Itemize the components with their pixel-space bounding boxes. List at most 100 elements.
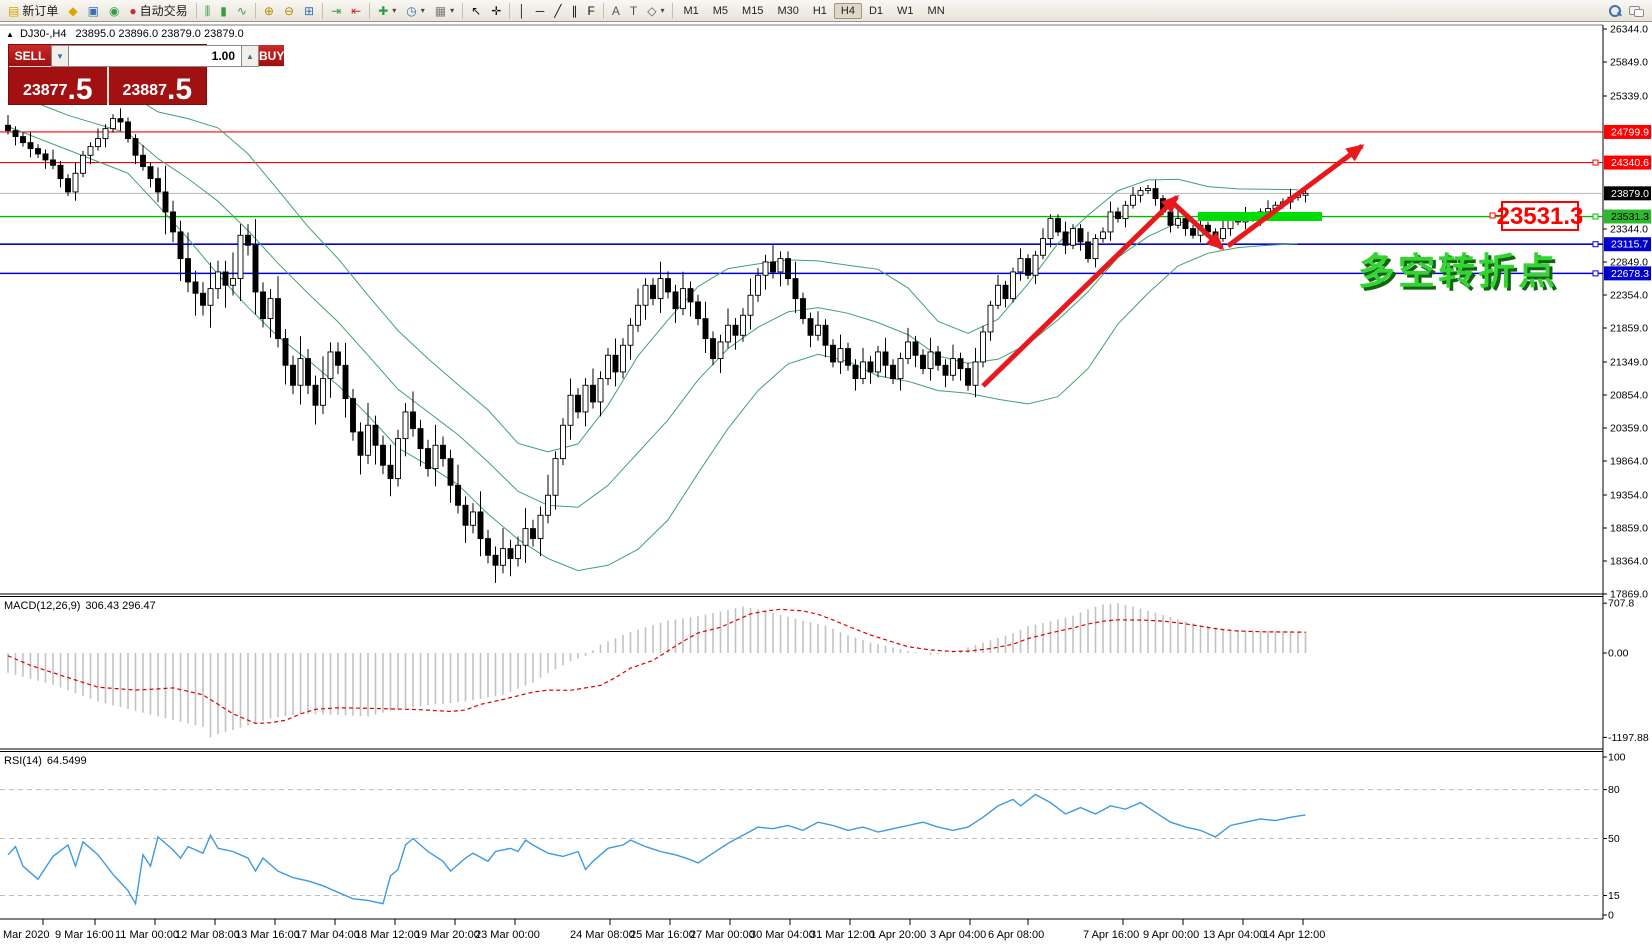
timeframe-button-m1[interactable]: M1 xyxy=(683,4,699,17)
bar-chart-button[interactable]: ⫼ xyxy=(200,1,216,21)
sell-price-button[interactable]: 23877 .5 xyxy=(9,67,109,105)
line-handle-icon[interactable] xyxy=(1592,270,1599,277)
price-axis[interactable]: 26344.0 25849.0 25339.0 23344.0 22849.0 22354… xyxy=(1603,24,1651,601)
auto-trading-button-label: 自动交易 xyxy=(139,4,188,18)
line-chart-button[interactable]: ∿ xyxy=(232,1,252,21)
chart-shift-button[interactable]: ⇤ xyxy=(346,1,366,21)
chat-icon[interactable] xyxy=(1629,5,1644,17)
candle xyxy=(1182,218,1189,230)
fibonacci-icon: F xyxy=(587,3,595,18)
timeframe-button-mn[interactable]: MN xyxy=(927,4,945,17)
tile-windows-button[interactable]: ⊞ xyxy=(299,1,319,21)
time-tick-label: 6 Apr 08:00 xyxy=(988,929,1044,941)
zoom-in-button[interactable]: ⊕ xyxy=(259,1,279,21)
horizontal-line-button[interactable]: ─ xyxy=(531,1,550,21)
trend-arrow-1[interactable] xyxy=(981,194,1180,388)
terminal-window-button[interactable]: ▣ xyxy=(83,1,104,21)
price-tick-label: 23344.0 xyxy=(1610,224,1648,236)
buy-price-button[interactable]: 23887 .5 xyxy=(109,67,207,105)
signals-button[interactable]: ◉ xyxy=(104,1,124,21)
candle xyxy=(935,351,941,366)
candle xyxy=(980,331,986,363)
candle xyxy=(12,130,19,138)
candle xyxy=(470,511,476,526)
candle xyxy=(185,258,191,283)
timeframe-button-w1[interactable]: W1 xyxy=(897,4,914,17)
sell-button[interactable]: SELL xyxy=(9,45,51,67)
candle xyxy=(125,121,131,140)
candle xyxy=(215,271,221,290)
time-tick-label: 11 Mar 00:00 xyxy=(115,929,179,941)
panel-collapse-icon[interactable]: ▲ xyxy=(6,30,14,39)
volume-increment-button[interactable]: ▲ xyxy=(241,45,259,67)
cursor-arrow-icon: ↖ xyxy=(471,3,482,18)
candle xyxy=(957,358,964,370)
fibonacci-button[interactable]: F xyxy=(583,1,600,21)
line-handle-icon[interactable] xyxy=(1592,241,1599,248)
candle xyxy=(942,364,949,376)
line-handle-icon[interactable] xyxy=(1592,159,1599,166)
vertical-line-button[interactable]: │ xyxy=(513,1,531,21)
trend-arrow-3[interactable] xyxy=(1226,143,1365,249)
text-label-button[interactable]: T xyxy=(625,1,642,21)
zoom-out-button[interactable]: ⊖ xyxy=(279,1,299,21)
sell-price-fraction: .5 xyxy=(67,72,93,106)
periods-button[interactable]: ◷ ▾ xyxy=(401,1,430,21)
time-tick-label: 13 Mar 16:00 xyxy=(235,929,300,941)
bollinger-bands xyxy=(7,56,1299,572)
price-level-label: 24340.6 xyxy=(1611,157,1649,169)
auto-scroll-button[interactable]: ⇥ xyxy=(326,1,346,21)
text-label-icon: T xyxy=(629,3,638,18)
toolbar-separator xyxy=(254,2,256,19)
candle xyxy=(57,164,64,180)
text-button[interactable]: A xyxy=(607,1,625,21)
rsi-axis-label: 0 xyxy=(1608,910,1614,922)
volume-input[interactable] xyxy=(69,45,241,67)
crosshair-button[interactable]: ✛ xyxy=(486,1,506,21)
candlestick-chart-button[interactable]: ▮ xyxy=(215,1,232,21)
timeframe-button-h4[interactable]: H4 xyxy=(833,2,862,19)
price-callout[interactable]: 23531.3 xyxy=(1489,201,1583,231)
cursor-button[interactable]: ↖ xyxy=(466,1,486,21)
candle xyxy=(822,324,829,346)
line-handle-icon[interactable] xyxy=(1592,213,1599,220)
market-watch-button[interactable]: ◆ xyxy=(63,1,82,21)
time-tick-label: 27 Mar 00:00 xyxy=(690,929,755,941)
auto-trading-button[interactable]: ● 自动交易 xyxy=(124,1,192,21)
new-order-button[interactable]: ▤ 新订单 xyxy=(3,1,63,21)
indicators-button[interactable]: ✚ ▾ xyxy=(373,1,401,21)
candle xyxy=(605,354,611,380)
candle xyxy=(770,261,776,273)
candle xyxy=(1010,271,1016,300)
templates-button[interactable]: ▦ ▾ xyxy=(430,1,459,21)
shapes-button[interactable]: ◇ ▾ xyxy=(642,1,669,21)
candle xyxy=(882,351,889,366)
search-icon[interactable] xyxy=(1609,4,1621,17)
auto-scroll-icon: ⇥ xyxy=(331,3,342,18)
timeframe-button-m30[interactable]: M30 xyxy=(777,4,799,17)
candle xyxy=(342,364,349,400)
candle xyxy=(267,298,274,320)
channel-button[interactable]: ∥ xyxy=(567,1,583,21)
volume-decrement-button[interactable]: ▼ xyxy=(51,45,69,67)
trend-arrow-2[interactable] xyxy=(1170,200,1225,251)
gold-pouch-icon: ◆ xyxy=(68,3,78,18)
rsi-axis-label: 50 xyxy=(1608,833,1620,845)
candle xyxy=(755,274,761,296)
turning-point-text[interactable]: 多空转折点 xyxy=(1358,251,1558,292)
candle xyxy=(1055,218,1061,233)
candle xyxy=(117,118,124,123)
candle xyxy=(522,528,529,546)
timeframe-button-d1[interactable]: D1 xyxy=(868,4,884,17)
trendline-button[interactable]: ╱ xyxy=(549,1,566,21)
buy-button[interactable]: BUY xyxy=(259,45,285,67)
candle xyxy=(545,494,551,516)
timeframe-button-m15[interactable]: M15 xyxy=(742,4,764,17)
timeframe-button-m5[interactable]: M5 xyxy=(712,4,729,17)
timeframe-button-h1[interactable]: H1 xyxy=(812,4,827,17)
candle xyxy=(740,314,746,336)
support-highlight-bar[interactable] xyxy=(1198,212,1322,221)
candle xyxy=(777,258,784,273)
